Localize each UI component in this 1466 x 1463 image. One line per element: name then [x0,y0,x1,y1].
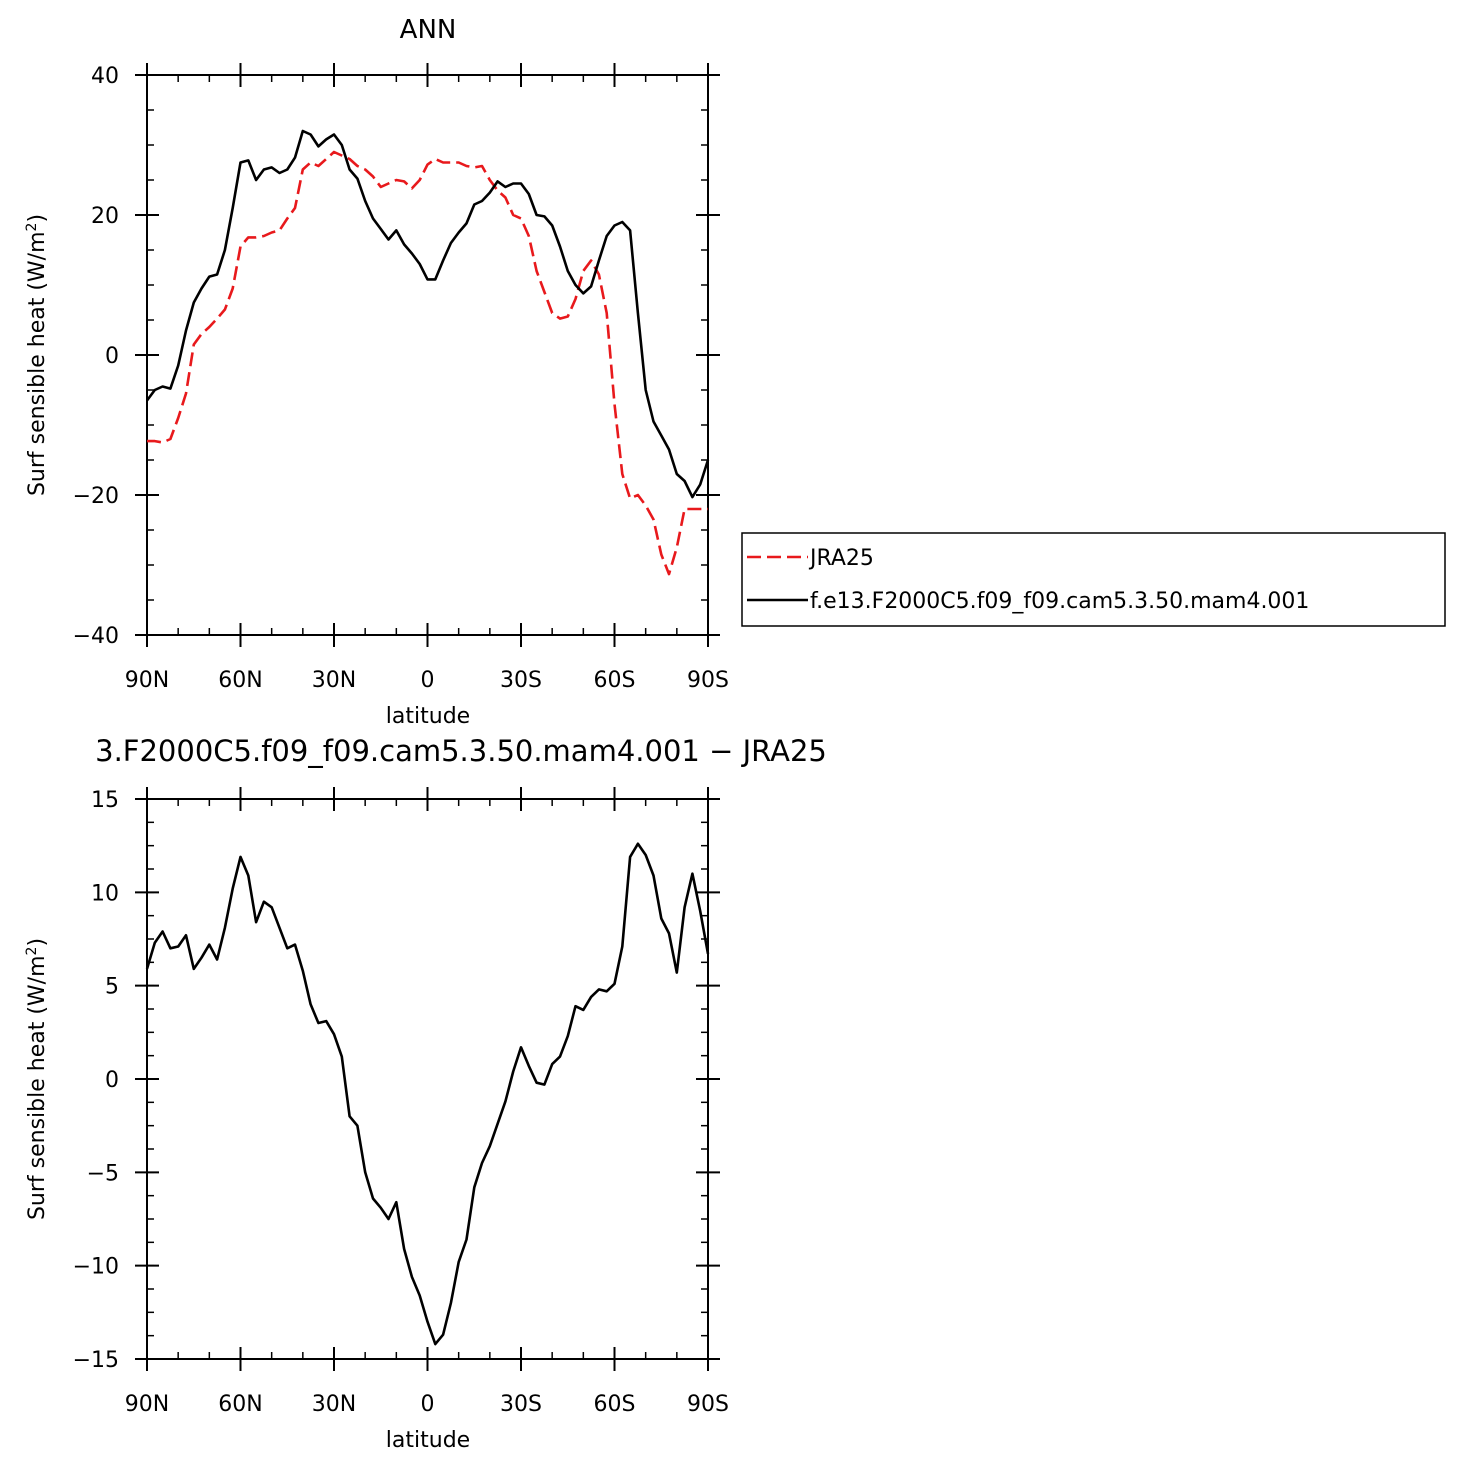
bottom-y-axis-label-close: ) [25,938,50,947]
top-plot-frame [146,74,709,636]
legend-box [741,532,1446,627]
bottom-plot-frame [146,798,709,1360]
bottom-x-tick-labels: 90N 60N 30N 0 30S 60S 90S [125,1392,729,1417]
top-chart: ANN 40 20 0 −20 −40 90N 60N 30N 0 30S 60S 90S lati… [24,15,729,729]
bottom-x-axis-label: latitude [386,1428,470,1453]
top-y-axis-label: Surf sensible heat (W/m2) [24,214,50,496]
top-y-tick-label: 40 [91,64,119,89]
bottom-x-tick-label: 90S [687,1392,729,1417]
top-y-tick-label: −20 [73,484,119,509]
top-series-line-jra25 [147,150,708,576]
bottom-x-tick-label: 0 [421,1392,435,1417]
bottom-series-group [145,842,710,1346]
top-y-axis-label-main: Surf sensible heat (W/m [25,231,50,496]
top-y-axis-label-sup: 2 [24,223,40,232]
bottom-y-tick-labels: 15 10 5 0 −5 −10 −15 [73,788,119,1373]
bottom-x-tick-label: 90N [125,1392,169,1417]
bottom-y-tick-label: −5 [87,1161,119,1186]
top-chart-title: ANN [400,15,457,45]
bottom-x-tick-label: 30S [500,1392,542,1417]
top-x-axis-label: latitude [386,704,470,729]
top-x-tick-label: 0 [421,668,435,693]
legend: JRA25 f.e13.F2000C5.f09_f09.cam5.3.50.ma… [741,532,1446,627]
bottom-y-tick-label: 5 [105,975,119,1000]
top-y-tick-label: 0 [105,344,119,369]
bottom-y-tick-label: 10 [91,881,119,906]
top-x-tick-label: 30S [500,668,542,693]
top-axis-ticks [135,63,720,647]
top-y-tick-label: 20 [91,204,119,229]
bottom-axis-ticks [135,787,720,1371]
bottom-y-tick-label: 15 [91,788,119,813]
top-x-tick-label: 30N [312,668,356,693]
bottom-y-tick-label: −15 [73,1348,119,1373]
top-y-axis-label-close: ) [25,214,50,223]
bottom-y-tick-label: 0 [105,1068,119,1093]
top-y-tick-label: −40 [73,624,119,649]
top-y-tick-labels: 40 20 0 −20 −40 [73,64,119,649]
bottom-y-axis-label-main: Surf sensible heat (W/m [25,955,50,1220]
legend-label-model: f.e13.F2000C5.f09_f09.cam5.3.50.mam4.001 [810,589,1309,614]
bottom-y-axis-label: Surf sensible heat (W/m2) [24,938,50,1220]
bottom-x-tick-label: 60S [594,1392,636,1417]
legend-label-jra25: JRA25 [808,546,874,571]
bottom-chart: 3.F2000C5.f09_f09.cam5.3.50.mam4.001 − J… [24,734,827,1453]
bottom-series-line-difference [145,842,710,1346]
top-x-tick-labels: 90N 60N 30N 0 30S 60S 90S [125,668,729,693]
top-series-group [145,129,710,576]
bottom-chart-title: 3.F2000C5.f09_f09.cam5.3.50.mam4.001 − J… [95,734,827,768]
top-x-tick-label: 90S [687,668,729,693]
top-x-tick-label: 60S [594,668,636,693]
bottom-x-tick-label: 30N [312,1392,356,1417]
bottom-y-axis-label-sup: 2 [24,947,40,956]
top-x-tick-label: 60N [218,668,262,693]
top-series-line-f-e13-f2000c5-f09-f09-cam5-3-50-mam4-001 [145,129,710,499]
bottom-x-tick-label: 60N [218,1392,262,1417]
bottom-y-tick-label: −10 [73,1255,119,1280]
top-x-tick-label: 90N [125,668,169,693]
